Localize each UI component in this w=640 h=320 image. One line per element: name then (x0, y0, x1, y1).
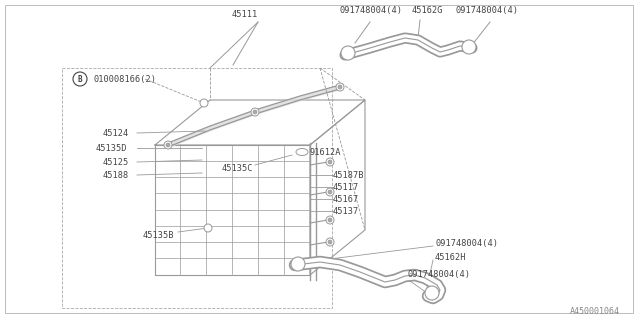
Text: 45125: 45125 (103, 157, 129, 166)
Text: 45167: 45167 (333, 195, 359, 204)
Text: 45111: 45111 (232, 10, 258, 19)
Text: 45162G: 45162G (412, 5, 444, 14)
Text: 091748004(4): 091748004(4) (455, 5, 518, 14)
Circle shape (200, 99, 208, 107)
Text: 45135C: 45135C (222, 164, 253, 172)
Circle shape (251, 108, 259, 116)
Circle shape (326, 238, 334, 246)
Circle shape (328, 190, 332, 194)
Text: 91612A: 91612A (310, 148, 342, 156)
Text: 45187B: 45187B (333, 171, 365, 180)
Circle shape (425, 286, 439, 300)
Circle shape (326, 158, 334, 166)
Text: B: B (77, 75, 83, 84)
Circle shape (204, 224, 212, 232)
Text: 45188: 45188 (103, 171, 129, 180)
Circle shape (328, 218, 332, 222)
Text: 010008166(2): 010008166(2) (93, 75, 156, 84)
Text: 091748004(4): 091748004(4) (408, 270, 471, 279)
Circle shape (166, 143, 170, 147)
Text: A450001064: A450001064 (570, 308, 620, 316)
Circle shape (328, 240, 332, 244)
Circle shape (462, 40, 476, 54)
Circle shape (73, 72, 87, 86)
Text: 091748004(4): 091748004(4) (435, 238, 498, 247)
Circle shape (253, 110, 257, 114)
Text: 091748004(4): 091748004(4) (340, 5, 403, 14)
Circle shape (326, 216, 334, 224)
Text: 45135D: 45135D (96, 143, 127, 153)
Text: 45137: 45137 (333, 206, 359, 215)
Bar (62, 68, 332, 308)
Circle shape (291, 257, 305, 271)
Text: 45162H: 45162H (435, 252, 467, 261)
Circle shape (336, 83, 344, 91)
Text: 45135B: 45135B (143, 230, 175, 239)
Circle shape (326, 188, 334, 196)
Circle shape (341, 46, 355, 60)
Circle shape (328, 160, 332, 164)
Circle shape (164, 141, 172, 149)
Text: 45124: 45124 (103, 129, 129, 138)
Text: 45117: 45117 (333, 182, 359, 191)
Circle shape (338, 85, 342, 89)
